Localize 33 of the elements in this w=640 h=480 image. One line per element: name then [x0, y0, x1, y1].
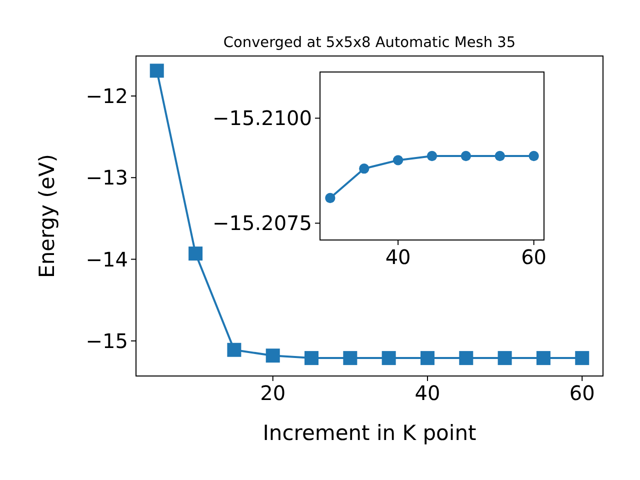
point — [325, 192, 336, 204]
point — [392, 155, 404, 166]
point — [528, 150, 539, 162]
point — [460, 150, 472, 162]
y-tick-label: −15 — [86, 328, 128, 353]
x-tick-label: 40 — [385, 245, 411, 269]
x-tick-label: 60 — [521, 245, 547, 269]
y-tick-label: −13 — [86, 166, 128, 190]
point — [359, 164, 370, 174]
point — [150, 64, 164, 78]
point — [304, 351, 319, 366]
y-tick-label: −12 — [86, 84, 128, 108]
y-tick-label: −15.2075 — [212, 211, 312, 236]
y-tick-label: −14 — [86, 247, 128, 272]
chart-title: Converged at 5x5x8 Automatic Mesh 35 — [223, 35, 516, 51]
point — [575, 351, 590, 366]
point — [494, 150, 505, 162]
x-tick-label: 20 — [260, 381, 286, 405]
point — [266, 348, 280, 363]
point — [420, 351, 434, 366]
point — [498, 351, 512, 366]
y-tick-label: −15.2100 — [212, 106, 312, 130]
y-axis-title: Energy (eV) — [35, 154, 59, 278]
x-tick-label: 60 — [569, 381, 595, 405]
point — [343, 351, 358, 366]
point — [426, 150, 438, 162]
x-tick-label: 40 — [414, 381, 440, 405]
point — [382, 351, 396, 366]
point — [459, 351, 474, 366]
point — [227, 342, 242, 357]
x-axis-title: Increment in K point — [262, 421, 476, 445]
point — [188, 246, 203, 261]
point — [536, 351, 550, 366]
